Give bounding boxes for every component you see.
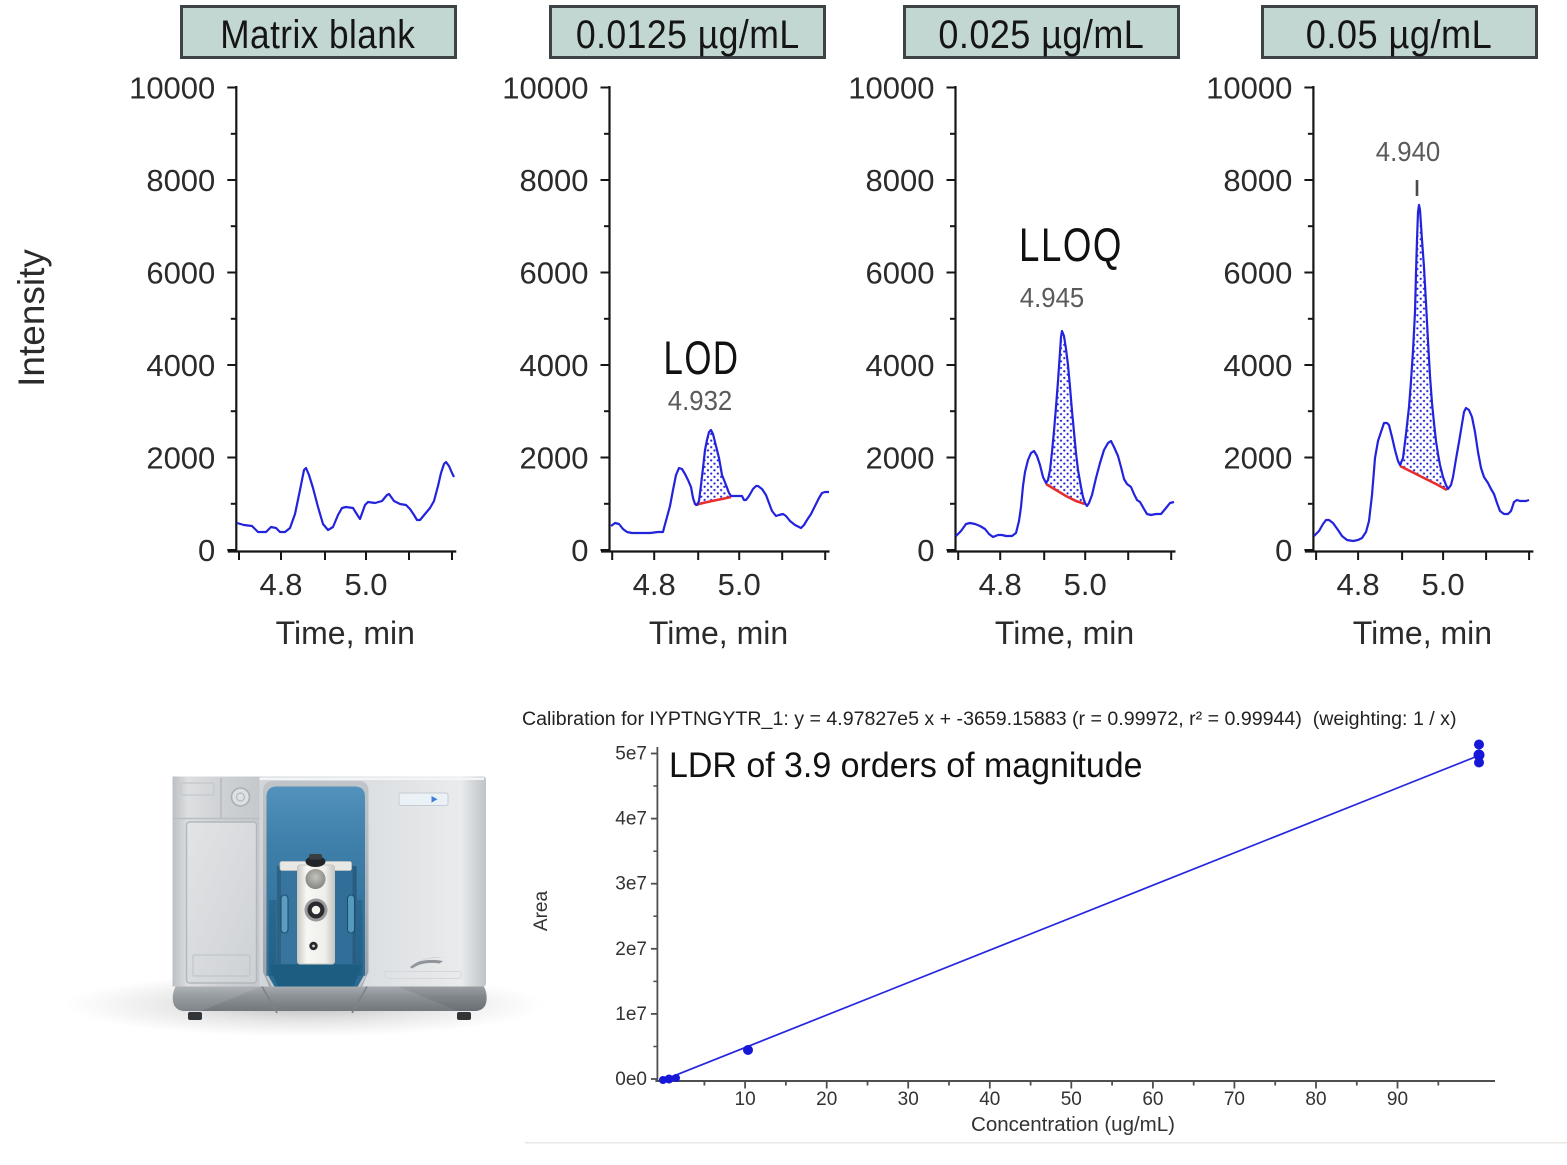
svg-text:8000: 8000 xyxy=(146,163,215,198)
svg-text:10000: 10000 xyxy=(502,71,588,106)
svg-text:6000: 6000 xyxy=(1223,256,1292,291)
svg-text:4000: 4000 xyxy=(1223,348,1292,383)
svg-text:8000: 8000 xyxy=(520,163,589,198)
svg-text:5.0: 5.0 xyxy=(1064,567,1107,602)
svg-text:LLOQ: LLOQ xyxy=(1019,219,1123,271)
svg-text:4.932: 4.932 xyxy=(668,385,732,416)
svg-text:4000: 4000 xyxy=(866,348,935,383)
svg-text:30: 30 xyxy=(898,1089,919,1110)
svg-text:4000: 4000 xyxy=(520,348,589,383)
svg-text:5.0: 5.0 xyxy=(344,567,387,602)
svg-text:2000: 2000 xyxy=(146,441,215,476)
svg-text:90: 90 xyxy=(1387,1089,1408,1110)
svg-text:4e7: 4e7 xyxy=(615,809,647,830)
svg-text:0e0: 0e0 xyxy=(615,1069,647,1090)
svg-text:2000: 2000 xyxy=(866,441,935,476)
svg-text:4.8: 4.8 xyxy=(633,567,676,602)
svg-text:0: 0 xyxy=(1275,533,1292,568)
svg-text:2000: 2000 xyxy=(520,441,589,476)
svg-text:Time, min: Time, min xyxy=(1353,615,1492,651)
svg-text:8000: 8000 xyxy=(1223,163,1292,198)
svg-text:10000: 10000 xyxy=(1206,71,1292,106)
svg-text:4.8: 4.8 xyxy=(259,567,302,602)
svg-text:LOD: LOD xyxy=(664,332,740,384)
svg-text:4.8: 4.8 xyxy=(979,567,1022,602)
svg-text:4.8: 4.8 xyxy=(1337,567,1380,602)
svg-text:0: 0 xyxy=(198,533,215,568)
svg-text:2e7: 2e7 xyxy=(615,939,647,960)
svg-text:60: 60 xyxy=(1142,1089,1163,1110)
svg-text:5.0: 5.0 xyxy=(1422,567,1465,602)
svg-text:LDR of 3.9 orders of magnitude: LDR of 3.9 orders of magnitude xyxy=(669,747,1143,786)
svg-text:Time, min: Time, min xyxy=(276,615,415,651)
svg-text:70: 70 xyxy=(1224,1089,1245,1110)
svg-text:Concentration (ug/mL): Concentration (ug/mL) xyxy=(971,1113,1175,1136)
svg-text:Time, min: Time, min xyxy=(995,615,1134,651)
svg-text:2000: 2000 xyxy=(1223,441,1292,476)
svg-text:Intensity: Intensity xyxy=(11,249,52,387)
svg-text:50: 50 xyxy=(1061,1089,1082,1110)
svg-text:5.0: 5.0 xyxy=(718,567,761,602)
svg-text:6000: 6000 xyxy=(866,256,935,291)
svg-text:Calibration for IYPTNGYTR_1: y: Calibration for IYPTNGYTR_1: y = 4.97827… xyxy=(522,708,1457,730)
svg-text:6000: 6000 xyxy=(146,256,215,291)
svg-text:4000: 4000 xyxy=(146,348,215,383)
svg-text:Time, min: Time, min xyxy=(649,615,788,651)
svg-text:10000: 10000 xyxy=(848,71,934,106)
svg-text:5e7: 5e7 xyxy=(615,744,647,765)
svg-text:0: 0 xyxy=(917,533,934,568)
svg-text:80: 80 xyxy=(1305,1089,1326,1110)
svg-text:4.940: 4.940 xyxy=(1376,136,1440,167)
svg-text:Area: Area xyxy=(531,891,552,932)
svg-text:10: 10 xyxy=(735,1089,756,1110)
svg-text:8000: 8000 xyxy=(866,163,935,198)
svg-text:20: 20 xyxy=(816,1089,837,1110)
svg-text:10000: 10000 xyxy=(129,71,215,106)
svg-text:1e7: 1e7 xyxy=(615,1004,647,1025)
svg-text:40: 40 xyxy=(979,1089,1000,1110)
svg-text:6000: 6000 xyxy=(520,256,589,291)
svg-text:0: 0 xyxy=(571,533,588,568)
svg-text:4.945: 4.945 xyxy=(1020,282,1084,313)
svg-text:3e7: 3e7 xyxy=(615,874,647,895)
